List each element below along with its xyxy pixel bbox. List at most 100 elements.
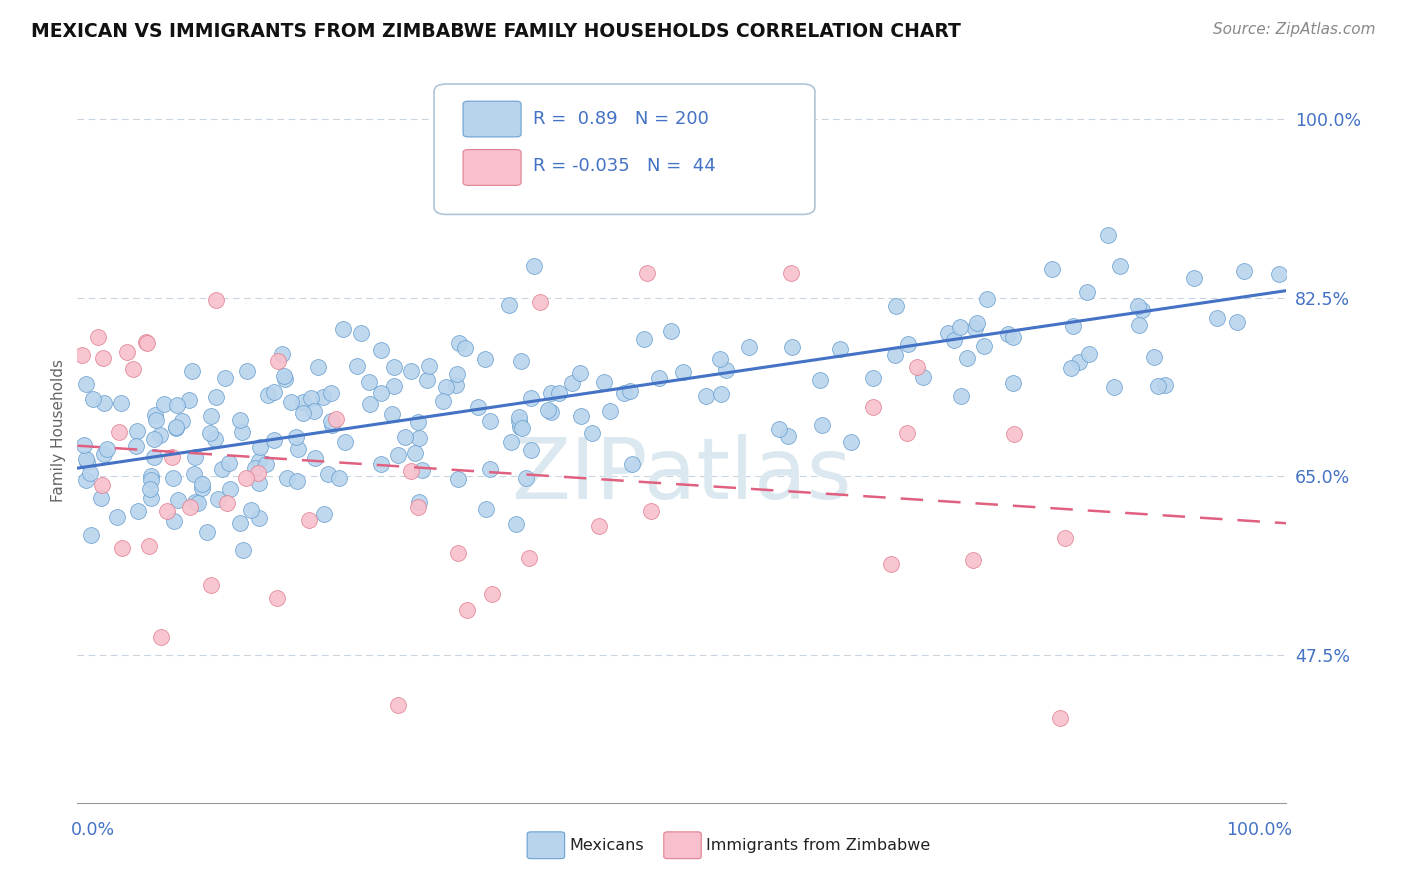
Point bbox=[408, 431, 430, 445]
FancyBboxPatch shape bbox=[463, 101, 522, 137]
Point bbox=[105, 510, 128, 524]
Point bbox=[950, 389, 973, 403]
Point bbox=[884, 348, 907, 362]
Point bbox=[520, 442, 543, 457]
Point bbox=[966, 316, 988, 330]
Point bbox=[561, 376, 583, 390]
Point bbox=[316, 467, 339, 481]
Point bbox=[529, 294, 551, 309]
Point bbox=[247, 475, 270, 490]
Point bbox=[540, 386, 562, 401]
Point bbox=[141, 491, 163, 505]
Point bbox=[571, 409, 593, 424]
Point bbox=[444, 377, 467, 392]
Point bbox=[446, 367, 468, 381]
Point bbox=[540, 405, 562, 419]
Point bbox=[321, 414, 343, 428]
Point bbox=[187, 496, 209, 510]
Point bbox=[236, 364, 259, 378]
Point bbox=[249, 454, 271, 468]
Point bbox=[475, 502, 498, 516]
Point bbox=[548, 386, 571, 401]
Point bbox=[1226, 315, 1249, 329]
Point bbox=[115, 345, 138, 359]
Point bbox=[127, 424, 149, 438]
Point bbox=[93, 447, 115, 461]
Point bbox=[284, 430, 307, 444]
Point bbox=[505, 516, 527, 531]
Point bbox=[359, 397, 381, 411]
Point bbox=[962, 553, 984, 567]
Point bbox=[778, 429, 800, 443]
Point bbox=[619, 384, 641, 399]
Point bbox=[232, 543, 254, 558]
Point bbox=[291, 395, 314, 409]
Point bbox=[93, 396, 115, 410]
Point bbox=[350, 326, 373, 340]
Point bbox=[648, 371, 671, 385]
Point bbox=[207, 491, 229, 506]
Point bbox=[79, 467, 101, 481]
Point bbox=[408, 494, 430, 508]
Point bbox=[976, 293, 998, 307]
Point bbox=[447, 335, 470, 350]
Point bbox=[162, 471, 184, 485]
FancyBboxPatch shape bbox=[463, 150, 522, 186]
Point bbox=[896, 426, 918, 441]
Point bbox=[404, 446, 426, 460]
Point bbox=[406, 415, 429, 429]
Point bbox=[508, 410, 530, 425]
Point bbox=[768, 421, 790, 435]
Point bbox=[714, 363, 737, 377]
Point bbox=[1077, 347, 1099, 361]
Text: 0.0%: 0.0% bbox=[72, 822, 115, 839]
Point bbox=[359, 375, 381, 389]
Point bbox=[1001, 376, 1024, 390]
Point bbox=[205, 293, 228, 307]
Point bbox=[141, 468, 163, 483]
Point bbox=[111, 541, 134, 555]
Point bbox=[695, 389, 717, 403]
Point bbox=[307, 360, 329, 375]
Point bbox=[200, 577, 222, 591]
Point bbox=[508, 415, 530, 429]
Point bbox=[200, 409, 222, 424]
Point bbox=[478, 462, 501, 476]
Point bbox=[332, 322, 354, 336]
Point bbox=[956, 351, 979, 366]
Point bbox=[1153, 378, 1175, 392]
Point bbox=[162, 450, 184, 464]
Point bbox=[911, 369, 934, 384]
Point bbox=[387, 449, 409, 463]
Point bbox=[184, 450, 207, 464]
Point bbox=[588, 519, 610, 533]
Point bbox=[780, 340, 803, 354]
Point bbox=[145, 413, 167, 427]
Point bbox=[1067, 355, 1090, 369]
Text: 100.0%: 100.0% bbox=[1226, 822, 1292, 839]
Point bbox=[243, 460, 266, 475]
Point bbox=[218, 456, 240, 470]
Point bbox=[1053, 531, 1076, 545]
Point bbox=[302, 404, 325, 418]
Point bbox=[304, 451, 326, 466]
Point bbox=[285, 474, 308, 488]
Point bbox=[1049, 711, 1071, 725]
Point bbox=[143, 432, 166, 446]
Point bbox=[165, 420, 187, 434]
Point bbox=[179, 392, 201, 407]
Point bbox=[127, 503, 149, 517]
Point bbox=[884, 299, 907, 313]
Point bbox=[841, 435, 863, 450]
Point bbox=[1042, 262, 1064, 277]
Point bbox=[274, 372, 297, 386]
Point bbox=[143, 408, 166, 422]
Point bbox=[91, 478, 114, 492]
Point bbox=[936, 326, 959, 340]
Point bbox=[287, 442, 309, 456]
Point bbox=[659, 324, 682, 338]
Point bbox=[1097, 228, 1119, 243]
Point bbox=[314, 507, 336, 521]
Point bbox=[997, 327, 1019, 342]
Point bbox=[75, 451, 97, 466]
